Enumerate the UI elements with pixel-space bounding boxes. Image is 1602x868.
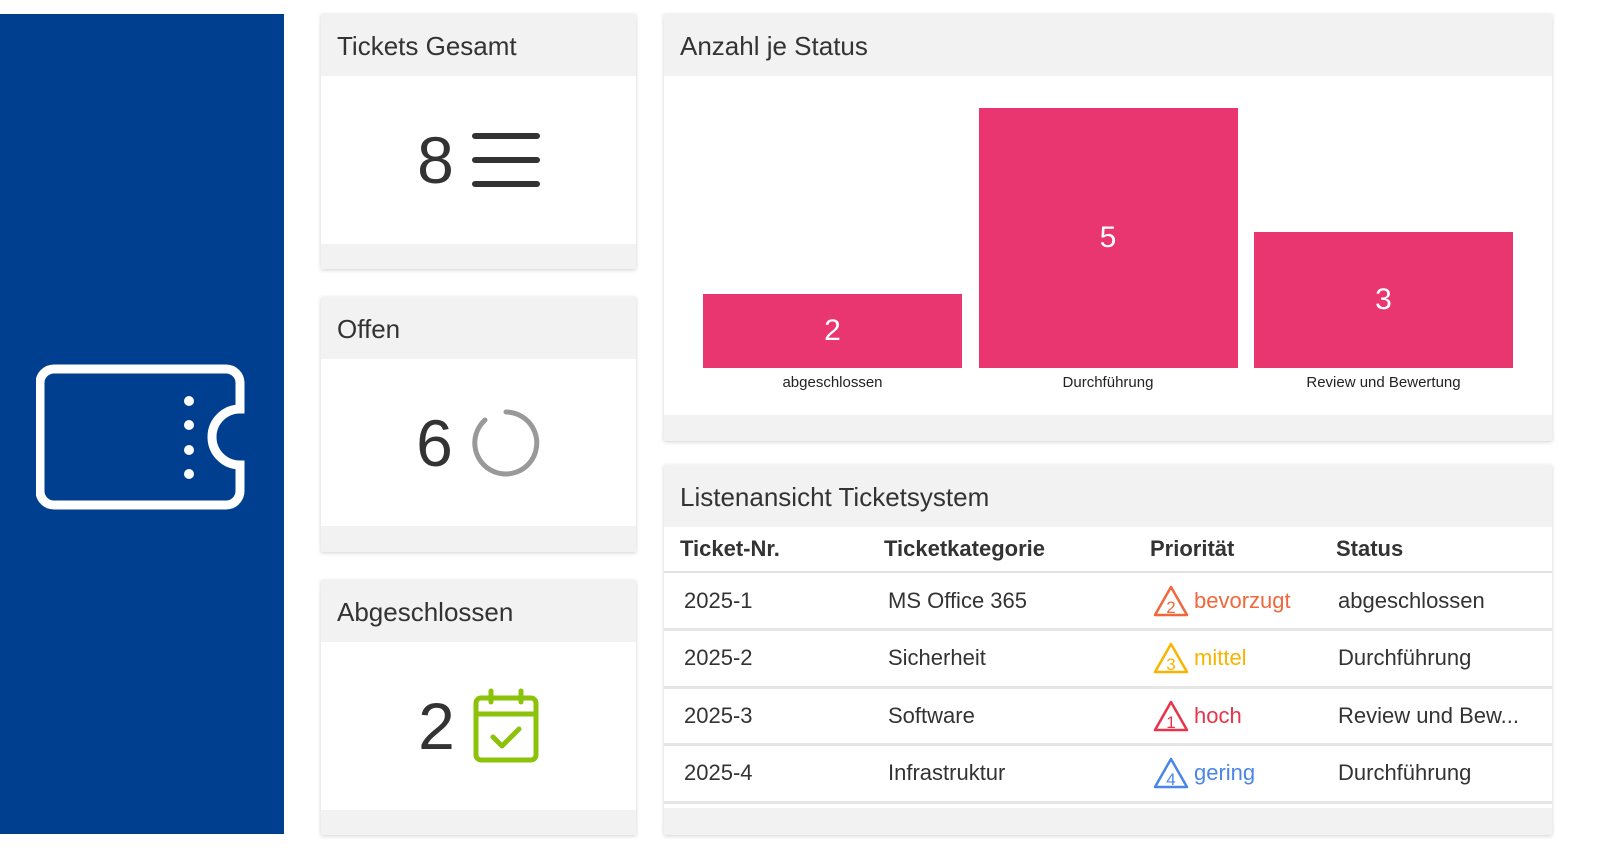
col-header[interactable]: Ticket-Nr. [664, 527, 870, 573]
chart-title: Anzahl je Status [680, 31, 868, 61]
ticket-category: MS Office 365 [870, 572, 1134, 631]
data-label: 5 [1099, 221, 1117, 254]
ticket-icon [36, 364, 245, 510]
menu-icon [471, 133, 540, 187]
priority-warning-icon: 2 [1153, 585, 1189, 617]
priority-label: bevorzugt [1194, 587, 1291, 613]
priority: 3 mittel [1152, 641, 1320, 675]
kpi-value: 6 [416, 405, 453, 480]
svg-text:3: 3 [1166, 655, 1175, 674]
svg-text:4: 4 [1166, 770, 1175, 789]
ticket-table: Ticket-Nr. Ticketkategorie Priorität Sta… [664, 527, 1552, 804]
col-header[interactable]: Status [1320, 527, 1552, 573]
priority-label: mittel [1194, 645, 1247, 671]
kpi-value: 8 [417, 123, 454, 197]
ticket-number: 2025-2 [664, 629, 870, 689]
table-title: Listenansicht Ticketsystem [680, 482, 990, 512]
x-tick-label: Durchführung [1062, 374, 1154, 391]
circle-progress-icon [472, 409, 540, 476]
kpi-card-closed: Abgeschlossen 2 [321, 580, 636, 835]
kpi-card-total: Tickets Gesamt 8 [321, 14, 636, 269]
table-row[interactable]: 2025-2 Sicherheit 3 mittel Durchführung [664, 629, 1552, 689]
priority-warning-icon: 3 [1153, 643, 1189, 674]
ticket-number: 2025-3 [664, 687, 870, 746]
ticket-category: Sicherheit [870, 629, 1134, 689]
bar[interactable]: 5 [978, 108, 1238, 368]
calendar-check-icon [473, 688, 539, 763]
ticket-status: Durchführung [1320, 744, 1552, 804]
kpi-card-open: Offen 6 [321, 297, 636, 552]
priority-label: hoch [1194, 702, 1242, 728]
ticket-number: 2025-4 [664, 744, 870, 804]
ticket-status: abgeschlossen [1320, 572, 1552, 631]
ticket-status: Durchführung [1320, 629, 1552, 689]
priority: 4 gering [1152, 756, 1320, 790]
col-header[interactable]: Priorität [1134, 527, 1320, 573]
col-header[interactable]: Ticketkategorie [870, 527, 1134, 573]
svg-text:2: 2 [1166, 598, 1175, 617]
table-row[interactable]: 2025-4 Infrastruktur 4 gering Durchführu… [664, 744, 1552, 804]
card-title: Tickets Gesamt [337, 31, 517, 61]
svg-text:1: 1 [1166, 713, 1175, 732]
ticket-category: Infrastruktur [870, 744, 1134, 804]
bar-chart: 2 abgeschlossen 5 Durchführung 3 Review und B… [664, 76, 1552, 415]
bar[interactable]: 2 [703, 293, 962, 368]
table-row[interactable]: 2025-1 MS Office 365 2 bevorzugt abgesch… [664, 572, 1552, 631]
priority-label: gering [1194, 760, 1256, 786]
table-row[interactable]: 2025-3 Software 1 hoch Review und Bew... [664, 687, 1552, 746]
ticket-list-card: Listenansicht Ticketsystem Ticket-Nr. Ti… [664, 465, 1552, 835]
priority-warning-icon: 4 [1153, 758, 1189, 789]
x-tick-label: abgeschlossen [782, 374, 883, 391]
card-title: Offen [337, 314, 401, 344]
priority: 2 bevorzugt [1152, 584, 1320, 618]
data-label: 2 [824, 313, 841, 347]
bar[interactable]: 3 [1254, 231, 1513, 368]
data-label: 3 [1375, 282, 1392, 316]
ticket-number: 2025-1 [664, 572, 870, 631]
sidebar [0, 14, 284, 834]
card-title: Abgeschlossen [337, 597, 514, 627]
x-tick-label: Review und Bewertung [1306, 374, 1461, 391]
kpi-value: 2 [418, 689, 455, 763]
priority-warning-icon: 1 [1153, 700, 1189, 732]
priority: 1 hoch [1152, 699, 1320, 733]
ticket-status: Review und Bew... [1320, 687, 1552, 746]
status-chart-card: Anzahl je Status 2 abgeschlossen 5 Durchfüh… [664, 14, 1552, 441]
ticket-category: Software [870, 687, 1134, 746]
